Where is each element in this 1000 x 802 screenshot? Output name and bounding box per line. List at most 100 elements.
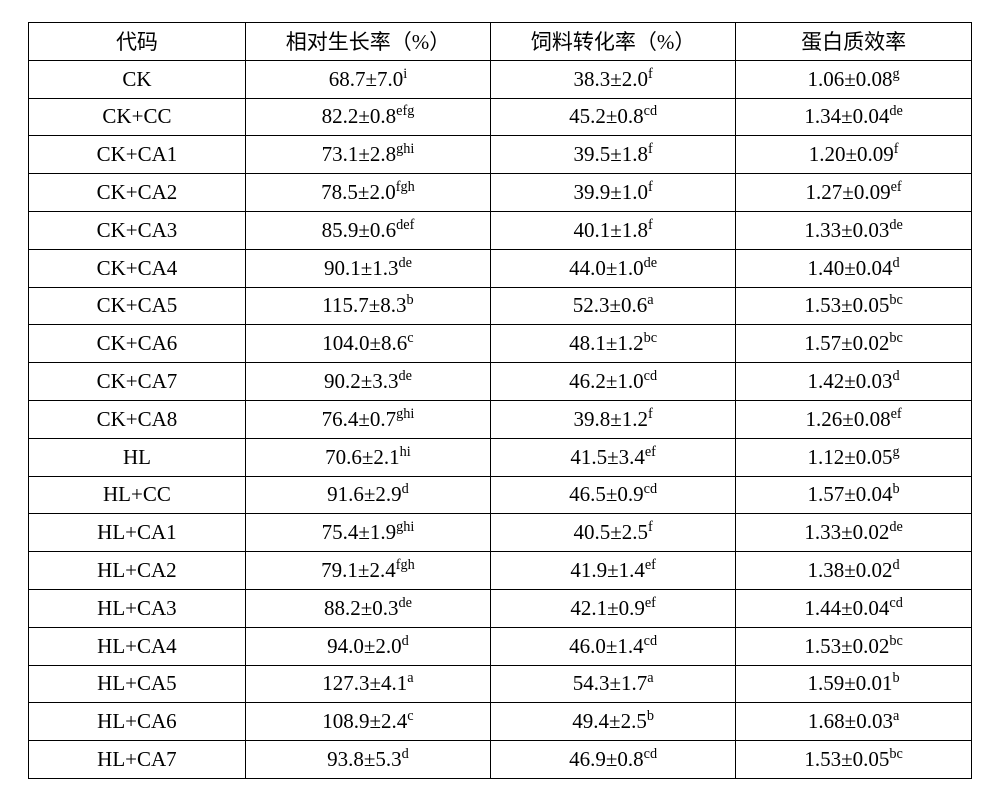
- cell-feed: 46.0±1.4cd: [491, 627, 736, 665]
- header-growth: 相对生长率（%）: [245, 23, 490, 61]
- table-row: HL+CA175.4±1.9ghi40.5±2.5f1.33±0.02de: [29, 514, 972, 552]
- cell-protein: 1.12±0.05g: [736, 438, 972, 476]
- table-row: HL+CA5127.3±4.1a54.3±1.7a1.59±0.01b: [29, 665, 972, 703]
- cell-protein: 1.34±0.04de: [736, 98, 972, 136]
- table-row: CK+CA5115.7±8.3b52.3±0.6a1.53±0.05bc: [29, 287, 972, 325]
- cell-code: HL+CA4: [29, 627, 246, 665]
- cell-code: HL+CA6: [29, 703, 246, 741]
- cell-growth: 104.0±8.6c: [245, 325, 490, 363]
- cell-code: CK+CA8: [29, 400, 246, 438]
- cell-protein: 1.20±0.09f: [736, 136, 972, 174]
- header-feed: 饲料转化率（%）: [491, 23, 736, 61]
- cell-feed: 41.9±1.4ef: [491, 552, 736, 590]
- cell-growth: 75.4±1.9ghi: [245, 514, 490, 552]
- cell-code: CK: [29, 60, 246, 98]
- cell-code: HL+CA2: [29, 552, 246, 590]
- cell-feed: 52.3±0.6a: [491, 287, 736, 325]
- table-row: HL70.6±2.1hi41.5±3.4ef1.12±0.05g: [29, 438, 972, 476]
- cell-protein: 1.53±0.05bc: [736, 741, 972, 779]
- cell-feed: 40.1±1.8f: [491, 211, 736, 249]
- cell-growth: 90.1±1.3de: [245, 249, 490, 287]
- cell-code: HL+CC: [29, 476, 246, 514]
- data-table: 代码 相对生长率（%） 饲料转化率（%） 蛋白质效率 CK68.7±7.0i38…: [28, 22, 972, 779]
- cell-growth: 85.9±0.6def: [245, 211, 490, 249]
- cell-protein: 1.26±0.08ef: [736, 400, 972, 438]
- cell-growth: 76.4±0.7ghi: [245, 400, 490, 438]
- header-code: 代码: [29, 23, 246, 61]
- table-row: HL+CA388.2±0.3de42.1±0.9ef1.44±0.04cd: [29, 589, 972, 627]
- cell-code: CK+CA6: [29, 325, 246, 363]
- cell-growth: 91.6±2.9d: [245, 476, 490, 514]
- cell-protein: 1.40±0.04d: [736, 249, 972, 287]
- cell-protein: 1.57±0.02bc: [736, 325, 972, 363]
- cell-protein: 1.53±0.05bc: [736, 287, 972, 325]
- cell-feed: 46.2±1.0cd: [491, 363, 736, 401]
- table-row: CK+CA6104.0±8.6c48.1±1.2bc1.57±0.02bc: [29, 325, 972, 363]
- table-row: CK+CA490.1±1.3de44.0±1.0de1.40±0.04d: [29, 249, 972, 287]
- cell-protein: 1.59±0.01b: [736, 665, 972, 703]
- cell-code: CK+CA3: [29, 211, 246, 249]
- cell-growth: 82.2±0.8efg: [245, 98, 490, 136]
- cell-protein: 1.38±0.02d: [736, 552, 972, 590]
- table-row: HL+CA279.1±2.4fgh41.9±1.4ef1.38±0.02d: [29, 552, 972, 590]
- table-row: HL+CA793.8±5.3d46.9±0.8cd1.53±0.05bc: [29, 741, 972, 779]
- cell-growth: 88.2±0.3de: [245, 589, 490, 627]
- cell-code: CK+CA5: [29, 287, 246, 325]
- cell-feed: 39.8±1.2f: [491, 400, 736, 438]
- cell-protein: 1.42±0.03d: [736, 363, 972, 401]
- cell-feed: 39.9±1.0f: [491, 174, 736, 212]
- cell-code: HL: [29, 438, 246, 476]
- cell-feed: 49.4±2.5b: [491, 703, 736, 741]
- cell-code: CK+CA2: [29, 174, 246, 212]
- table-row: CK+CA385.9±0.6def40.1±1.8f1.33±0.03de: [29, 211, 972, 249]
- cell-code: HL+CA7: [29, 741, 246, 779]
- cell-growth: 93.8±5.3d: [245, 741, 490, 779]
- cell-growth: 73.1±2.8ghi: [245, 136, 490, 174]
- cell-protein: 1.33±0.02de: [736, 514, 972, 552]
- cell-growth: 127.3±4.1a: [245, 665, 490, 703]
- cell-protein: 1.44±0.04cd: [736, 589, 972, 627]
- cell-growth: 90.2±3.3de: [245, 363, 490, 401]
- cell-feed: 40.5±2.5f: [491, 514, 736, 552]
- cell-feed: 45.2±0.8cd: [491, 98, 736, 136]
- cell-feed: 46.9±0.8cd: [491, 741, 736, 779]
- cell-code: CK+CA7: [29, 363, 246, 401]
- cell-code: HL+CA5: [29, 665, 246, 703]
- cell-protein: 1.27±0.09ef: [736, 174, 972, 212]
- table-row: HL+CA6108.9±2.4c49.4±2.5b1.68±0.03a: [29, 703, 972, 741]
- cell-protein: 1.33±0.03de: [736, 211, 972, 249]
- cell-protein: 1.06±0.08g: [736, 60, 972, 98]
- cell-code: CK+CA1: [29, 136, 246, 174]
- cell-growth: 115.7±8.3b: [245, 287, 490, 325]
- cell-feed: 42.1±0.9ef: [491, 589, 736, 627]
- cell-protein: 1.57±0.04b: [736, 476, 972, 514]
- table-row: HL+CA494.0±2.0d46.0±1.4cd1.53±0.02bc: [29, 627, 972, 665]
- table-header-row: 代码 相对生长率（%） 饲料转化率（%） 蛋白质效率: [29, 23, 972, 61]
- cell-growth: 68.7±7.0i: [245, 60, 490, 98]
- table-row: HL+CC91.6±2.9d46.5±0.9cd1.57±0.04b: [29, 476, 972, 514]
- cell-protein: 1.68±0.03a: [736, 703, 972, 741]
- cell-growth: 79.1±2.4fgh: [245, 552, 490, 590]
- table-row: CK68.7±7.0i38.3±2.0f1.06±0.08g: [29, 60, 972, 98]
- cell-code: HL+CA1: [29, 514, 246, 552]
- cell-code: HL+CA3: [29, 589, 246, 627]
- cell-feed: 48.1±1.2bc: [491, 325, 736, 363]
- cell-growth: 108.9±2.4c: [245, 703, 490, 741]
- cell-growth: 94.0±2.0d: [245, 627, 490, 665]
- cell-feed: 54.3±1.7a: [491, 665, 736, 703]
- cell-growth: 70.6±2.1hi: [245, 438, 490, 476]
- cell-growth: 78.5±2.0fgh: [245, 174, 490, 212]
- cell-feed: 41.5±3.4ef: [491, 438, 736, 476]
- table-row: CK+CA173.1±2.8ghi39.5±1.8f1.20±0.09f: [29, 136, 972, 174]
- table-row: CK+CA790.2±3.3de46.2±1.0cd1.42±0.03d: [29, 363, 972, 401]
- header-protein: 蛋白质效率: [736, 23, 972, 61]
- table-row: CK+CC82.2±0.8efg45.2±0.8cd1.34±0.04de: [29, 98, 972, 136]
- cell-code: CK+CC: [29, 98, 246, 136]
- cell-code: CK+CA4: [29, 249, 246, 287]
- cell-feed: 38.3±2.0f: [491, 60, 736, 98]
- cell-feed: 46.5±0.9cd: [491, 476, 736, 514]
- table-row: CK+CA876.4±0.7ghi39.8±1.2f1.26±0.08ef: [29, 400, 972, 438]
- cell-feed: 44.0±1.0de: [491, 249, 736, 287]
- cell-protein: 1.53±0.02bc: [736, 627, 972, 665]
- table-row: CK+CA278.5±2.0fgh39.9±1.0f1.27±0.09ef: [29, 174, 972, 212]
